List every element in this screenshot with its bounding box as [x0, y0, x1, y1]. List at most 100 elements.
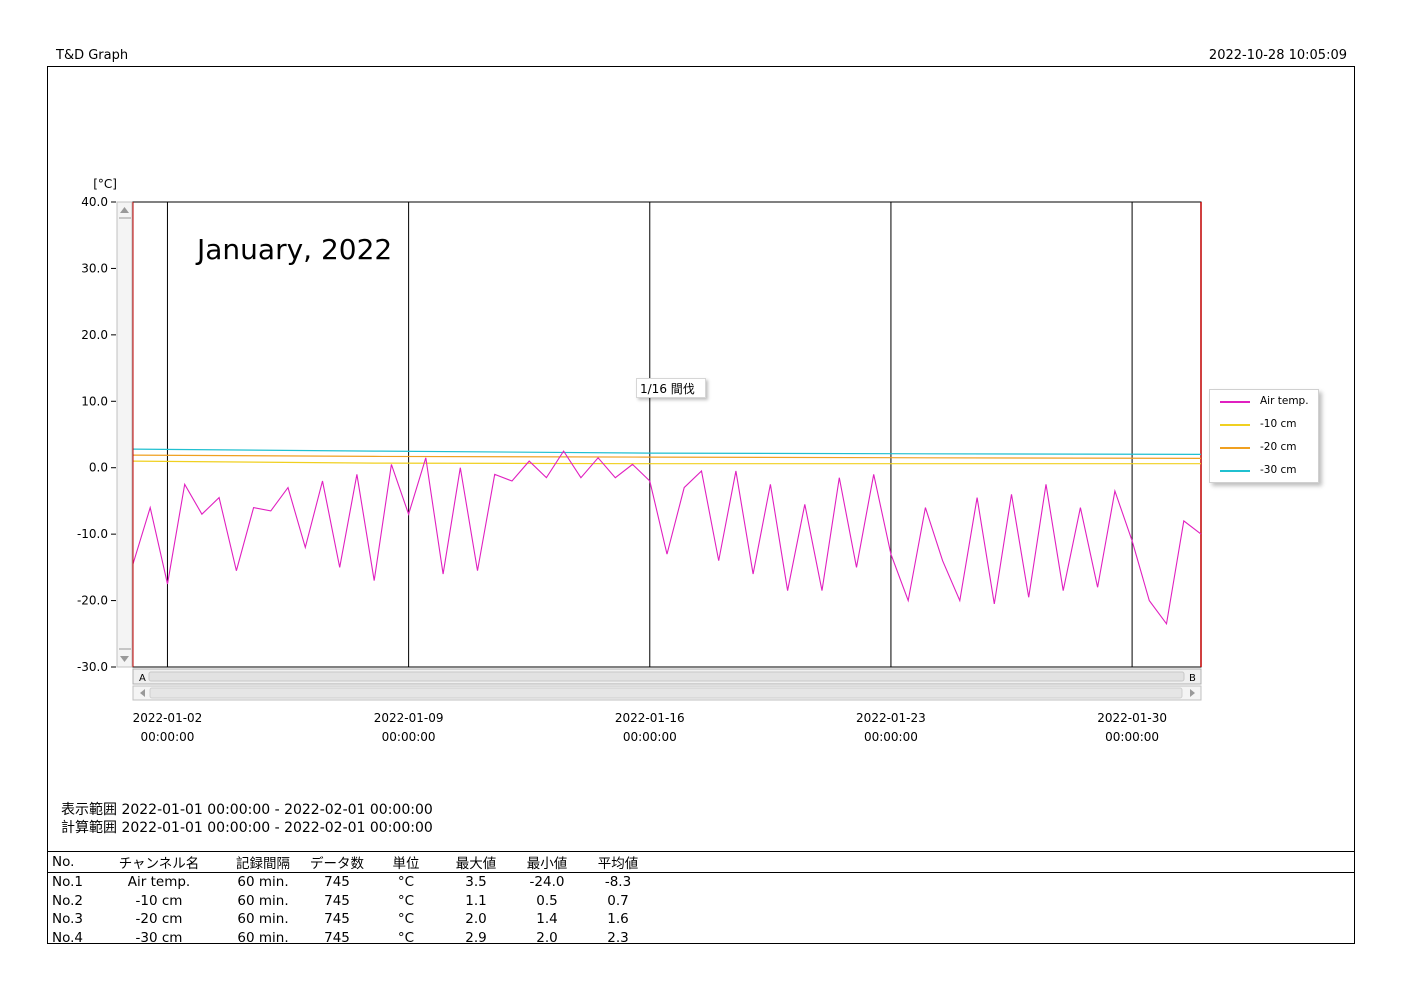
stats-cell: 60 min. — [237, 892, 289, 909]
legend: Air temp. -10 cm -20 cm -30 cm — [1209, 389, 1319, 483]
stats-row: No.4 -30 cm 60 min. 745 °C 2.9 2.0 2.3 — [48, 929, 1355, 948]
x-tick-time: 00:00:00 — [1105, 730, 1159, 744]
chart-title: January, 2022 — [197, 233, 393, 266]
col-header: 平均値 — [597, 856, 639, 872]
stats-cell: No.2 — [52, 892, 84, 909]
stats-row: No.1 Air temp. 60 min. 745 °C 3.5 -24.0 -8.3 — [48, 873, 1355, 892]
stats-row: No.3 -20 cm 60 min. 745 °C 2.0 1.4 1.6 — [48, 910, 1355, 929]
stats-header-row: No. チャンネル名 記録間隔 データ数 単位 最大値 最小値 平均値 — [48, 851, 1355, 873]
stats-cell: No.4 — [52, 929, 84, 946]
stats-cell: No.1 — [52, 874, 84, 891]
stats-cell: 60 min. — [237, 929, 289, 946]
y-axis-label: [°C] — [93, 177, 117, 191]
stats-cell: 2.0 — [536, 929, 558, 946]
legend-item-20cm: -20 cm — [1210, 438, 1318, 458]
legend-label: -20 cm — [1260, 441, 1297, 453]
y-tick-label: -20.0 — [77, 594, 108, 608]
stats-cell: 1.6 — [607, 911, 629, 928]
stats-cell: 2.0 — [465, 911, 487, 928]
col-header: 単位 — [392, 856, 420, 872]
legend-item-30cm: -30 cm — [1210, 461, 1318, 481]
stats-row: No.2 -10 cm 60 min. 745 °C 1.1 0.5 0.7 — [48, 892, 1355, 911]
stats-cell: 2.9 — [465, 929, 487, 946]
y-tick-label: 40.0 — [81, 195, 108, 209]
stats-cell: 745 — [324, 892, 350, 909]
x-tick-time: 00:00:00 — [140, 730, 194, 744]
x-tick-time: 00:00:00 — [382, 730, 436, 744]
stats-cell: -8.3 — [604, 874, 632, 891]
legend-label: -10 cm — [1260, 418, 1297, 430]
scroll-down-arrow-icon[interactable] — [120, 656, 129, 662]
stats-table: No. チャンネル名 記録間隔 データ数 単位 最大値 最小値 平均値 No.1… — [48, 851, 1355, 947]
col-header: 最小値 — [526, 856, 568, 872]
legend-swatch — [1220, 401, 1250, 403]
col-header: 記録間隔 — [236, 856, 290, 872]
stats-cell: 1.4 — [536, 911, 558, 928]
stats-cell: °C — [397, 892, 415, 909]
legend-label: -30 cm — [1260, 464, 1297, 476]
col-header: 最大値 — [455, 856, 497, 872]
col-header: No. — [52, 854, 75, 870]
legend-swatch — [1220, 424, 1250, 426]
y-tick-label: -10.0 — [77, 527, 108, 541]
display-range: 表示範囲 2022-01-01 00:00:00 - 2022-02-01 00… — [61, 802, 433, 818]
page-frame — [47, 66, 1355, 944]
legend-label: Air temp. — [1260, 395, 1309, 407]
stats-cell: °C — [397, 874, 415, 891]
scroll-left-arrow-icon[interactable] — [140, 689, 145, 697]
stats-cell: No.3 — [52, 911, 84, 928]
print-timestamp: 2022-10-28 10:05:09 — [1208, 48, 1347, 63]
app-title: T&D Graph — [56, 48, 129, 63]
y-tick-label: 20.0 — [81, 328, 108, 342]
y-tick-label: 10.0 — [81, 394, 108, 408]
y-tick-label: 30.0 — [81, 261, 108, 275]
x-tick-time: 00:00:00 — [623, 730, 677, 744]
scroll-up-arrow-icon[interactable] — [120, 207, 129, 213]
annotation-note[interactable]: 1/16 間伐 — [636, 378, 706, 398]
col-header: データ数 — [310, 856, 364, 872]
legend-swatch — [1220, 470, 1250, 472]
range-marker-b[interactable]: B — [1189, 673, 1196, 684]
x-tick-date: 2022-01-16 — [615, 711, 685, 725]
stats-cell: 0.5 — [536, 892, 558, 909]
plot-area — [132, 201, 1202, 668]
x-tick-date: 2022-01-23 — [856, 711, 926, 725]
stats-cell: Air temp. — [127, 874, 191, 891]
x-tick-time: 00:00:00 — [864, 730, 918, 744]
series-line-3 — [132, 448, 1202, 455]
stats-cell: 745 — [324, 911, 350, 928]
x-tick-date: 2022-01-09 — [374, 711, 444, 725]
legend-swatch — [1220, 447, 1250, 449]
x-range-thumb[interactable] — [148, 671, 1185, 682]
y-scrollbar[interactable] — [116, 201, 133, 668]
stats-cell: -20 cm — [135, 911, 183, 928]
scroll-right-arrow-icon[interactable] — [1190, 689, 1195, 697]
y-tick-label: -30.0 — [77, 660, 108, 674]
stats-cell: 0.7 — [607, 892, 629, 909]
x-tick-date: 2022-01-30 — [1097, 711, 1167, 725]
stats-cell: °C — [397, 911, 415, 928]
calc-range: 計算範囲 2022-01-01 00:00:00 - 2022-02-01 00… — [61, 820, 433, 836]
stats-cell: 745 — [324, 874, 350, 891]
stats-cell: 3.5 — [465, 874, 487, 891]
col-header: チャンネル名 — [118, 856, 200, 872]
stats-cell: °C — [397, 929, 415, 946]
stats-cell: 745 — [324, 929, 350, 946]
stats-cell: -30 cm — [135, 929, 183, 946]
x-scrollbar-thumb[interactable] — [149, 687, 1183, 699]
stats-cell: 1.1 — [465, 892, 487, 909]
range-marker-a[interactable]: A — [139, 673, 146, 684]
series-line-1 — [132, 460, 1201, 465]
legend-item-air: Air temp. — [1210, 392, 1318, 412]
x-tick-date: 2022-01-02 — [133, 711, 203, 725]
series-line-0 — [132, 450, 1202, 626]
stats-cell: -24.0 — [529, 874, 565, 891]
range-info: 表示範囲 2022-01-01 00:00:00 - 2022-02-01 00… — [61, 801, 433, 837]
stats-cell: -10 cm — [135, 892, 183, 909]
stats-cell: 60 min. — [237, 874, 289, 891]
stats-cell: 60 min. — [237, 911, 289, 928]
series-line-2 — [132, 454, 1202, 459]
legend-item-10cm: -10 cm — [1210, 415, 1318, 435]
stats-cell: 2.3 — [607, 929, 629, 946]
